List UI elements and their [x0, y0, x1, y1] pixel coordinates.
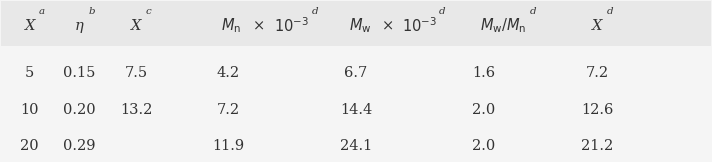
Text: d: d	[439, 7, 446, 16]
Text: 6.7: 6.7	[345, 66, 367, 80]
Text: 4.2: 4.2	[216, 66, 240, 80]
Text: $M_\mathrm{w}/M_\mathrm{n}$: $M_\mathrm{w}/M_\mathrm{n}$	[480, 17, 527, 35]
Text: 0.15: 0.15	[63, 66, 95, 80]
FancyBboxPatch shape	[1, 1, 711, 46]
Text: 14.4: 14.4	[340, 103, 372, 117]
Text: 13.2: 13.2	[120, 103, 152, 117]
Text: 24.1: 24.1	[340, 139, 372, 153]
Text: $10^{-3}$: $10^{-3}$	[274, 17, 310, 35]
Text: c: c	[145, 7, 151, 16]
Text: 2.0: 2.0	[472, 103, 496, 117]
Text: 7.5: 7.5	[125, 66, 147, 80]
Text: 11.9: 11.9	[212, 139, 244, 153]
Text: X: X	[25, 19, 35, 33]
Text: $M_\mathrm{n}$: $M_\mathrm{n}$	[221, 17, 241, 35]
Text: η: η	[75, 19, 84, 33]
Text: $M_\mathrm{w}$: $M_\mathrm{w}$	[349, 17, 372, 35]
Text: 7.2: 7.2	[585, 66, 609, 80]
Text: a: a	[39, 7, 45, 16]
Text: 2.0: 2.0	[472, 139, 496, 153]
Text: d: d	[530, 7, 536, 16]
Text: d: d	[311, 7, 318, 16]
Text: 5: 5	[25, 66, 34, 80]
Text: 0.29: 0.29	[63, 139, 95, 153]
Text: ×: ×	[382, 19, 394, 33]
Text: 12.6: 12.6	[581, 103, 613, 117]
Text: $10^{-3}$: $10^{-3}$	[402, 17, 437, 35]
Text: ×: ×	[253, 19, 266, 33]
Text: X: X	[592, 19, 602, 33]
Text: 0.20: 0.20	[63, 103, 95, 117]
Text: d: d	[607, 7, 613, 16]
Text: 1.6: 1.6	[472, 66, 496, 80]
Text: 7.2: 7.2	[216, 103, 240, 117]
Text: 10: 10	[21, 103, 39, 117]
Text: X: X	[131, 19, 141, 33]
Text: b: b	[88, 7, 95, 16]
Text: 21.2: 21.2	[581, 139, 613, 153]
Text: 20: 20	[21, 139, 39, 153]
